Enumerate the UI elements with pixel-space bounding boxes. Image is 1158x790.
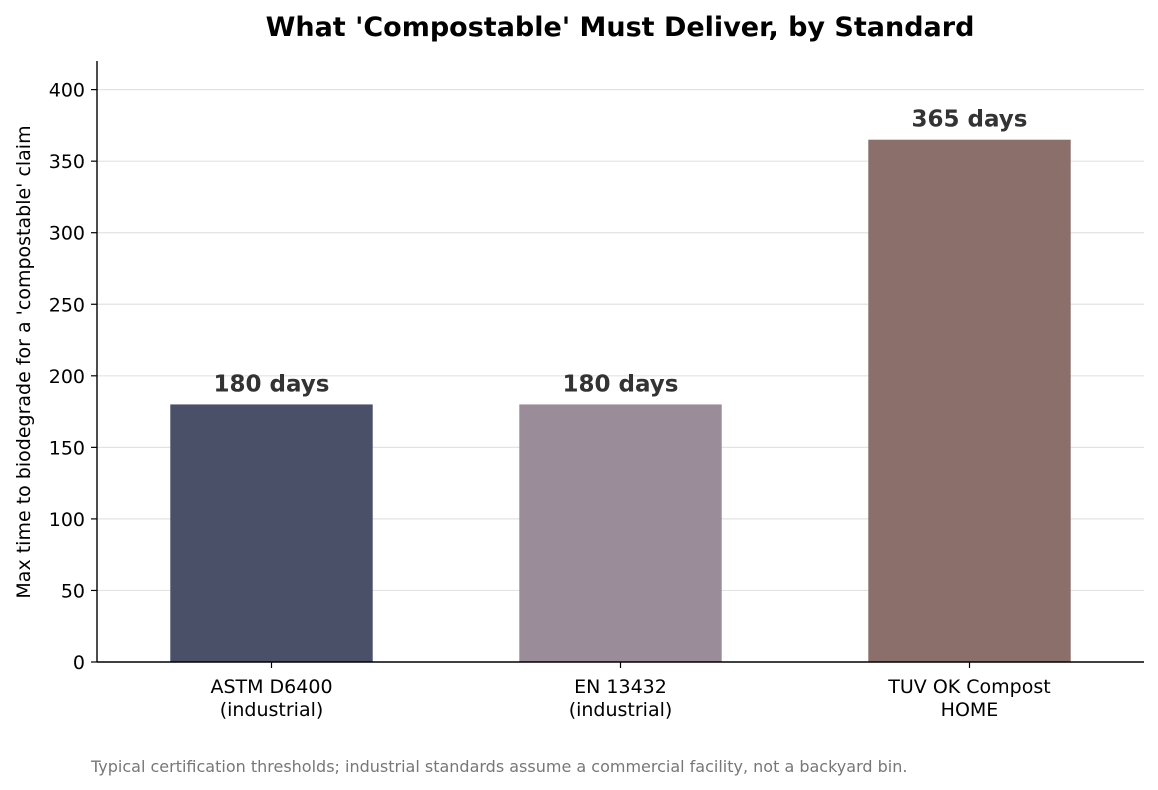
bars (170, 139, 1071, 662)
data-label-0: 180 days (214, 371, 330, 397)
y-tick-label-2: 100 (49, 509, 85, 531)
x-tick-label-0-1: (industrial) (220, 699, 324, 721)
y-tick-label-8: 400 (49, 80, 85, 102)
x-ticks: ASTM D6400(industrial)EN 13432(industria… (210, 662, 1051, 721)
y-tick-label-6: 300 (49, 223, 85, 245)
data-label-2: 365 days (912, 107, 1028, 133)
y-tick-label-3: 150 (49, 437, 85, 459)
chart-title: What 'Compostable' Must Deliver, by Stan… (266, 12, 975, 43)
x-tick-label-0-0: ASTM D6400 (210, 676, 332, 698)
y-axis-label: Max time to biodegrade for a 'compostabl… (13, 125, 35, 598)
y-tick-label-1: 50 (61, 580, 85, 602)
x-tick-label-1-1: (industrial) (569, 699, 673, 721)
y-tick-label-7: 350 (49, 151, 85, 173)
y-tick-label-0: 0 (73, 652, 85, 674)
bar-2 (868, 139, 1071, 662)
bar-0 (170, 404, 373, 662)
y-ticks: 0 50 100 150 200 250 300 350 400 (49, 80, 97, 674)
bar-1 (519, 404, 722, 662)
y-tick-label-4: 200 (49, 366, 85, 388)
x-tick-label-1-0: EN 13432 (574, 676, 667, 698)
footnote: Typical certification thresholds; indust… (90, 757, 907, 776)
data-labels: 180 days 180 days 365 days (214, 107, 1028, 398)
data-label-1: 180 days (563, 371, 679, 397)
x-tick-label-2-1: HOME (941, 699, 999, 721)
x-tick-label-2-0: TUV OK Compost (887, 676, 1050, 698)
y-tick-label-5: 250 (49, 294, 85, 316)
